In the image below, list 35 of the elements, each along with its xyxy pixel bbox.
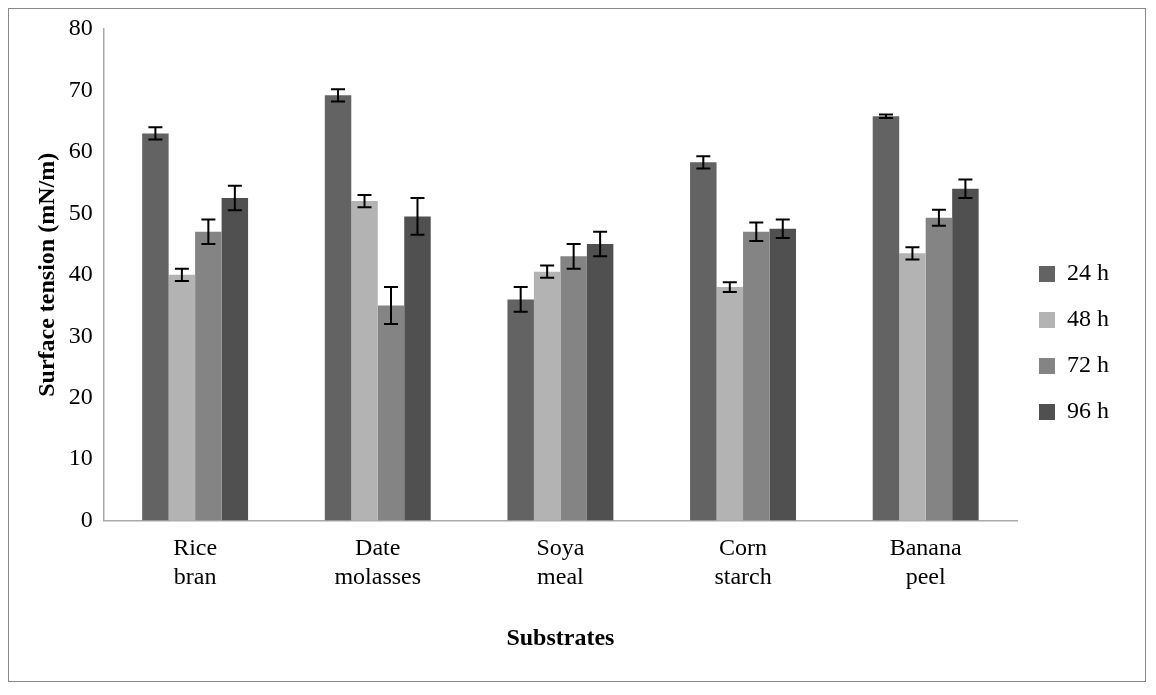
x-tick-label: Corn starch (714, 534, 772, 590)
x-tick-label: Rice bran (173, 534, 218, 590)
bar (952, 188, 979, 521)
bar (221, 197, 249, 521)
bar (769, 228, 797, 521)
bar (377, 305, 405, 521)
y-tick-label: 40 (68, 260, 93, 287)
x-tick-label: Soya meal (536, 534, 585, 590)
bar (925, 217, 953, 521)
y-tick-label: 70 (68, 75, 93, 102)
y-tick-label: 20 (68, 383, 93, 409)
y-tick-label: 10 (68, 444, 93, 471)
y-axis-title: Surface tension (mN/m) (32, 152, 59, 397)
bar (872, 116, 900, 521)
legend-label: 24 h (1067, 259, 1109, 286)
y-tick-label: 60 (68, 137, 93, 164)
legend-label: 72 h (1067, 351, 1109, 378)
x-tick-label: Date molasses (334, 534, 422, 590)
y-tick-label: 30 (68, 321, 93, 348)
bar (324, 95, 352, 521)
y-tick-label: 80 (68, 14, 93, 41)
bar (195, 231, 222, 521)
bar (507, 299, 534, 521)
bar (560, 256, 587, 521)
x-axis-title: Substrates (506, 623, 615, 650)
bar (743, 231, 770, 521)
bar (586, 244, 614, 521)
bar (142, 133, 169, 521)
x-tick-label: Banana peel (889, 534, 963, 590)
legend-label: 48 h (1067, 305, 1109, 332)
legend-label: 96 h (1067, 397, 1109, 424)
bar (404, 216, 431, 521)
y-tick-label: 50 (68, 198, 93, 225)
y-tick-label: 0 (80, 505, 93, 532)
bar (690, 162, 717, 521)
